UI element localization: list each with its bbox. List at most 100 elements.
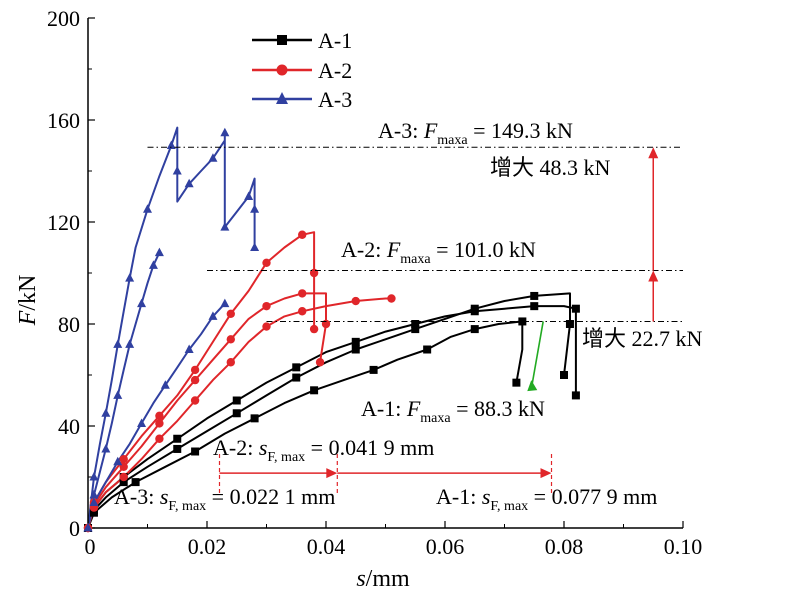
point-a-1 — [250, 414, 259, 423]
y-tick-label: 0 — [69, 516, 80, 541]
legend: A-1 A-2 A-3 — [252, 28, 352, 112]
point-a-3 — [244, 191, 254, 200]
point-a-3 — [89, 497, 99, 506]
point-a-3 — [160, 380, 170, 389]
point-a-2 — [298, 289, 307, 298]
y-tick-label: 80 — [58, 312, 80, 337]
failure-arrowhead — [527, 380, 538, 392]
increase-arrowhead-top — [648, 147, 659, 159]
series-line-a-2 — [87, 292, 327, 529]
annotation-a1-s: A-1: sF, max = 0.077 9 mm — [436, 484, 657, 514]
point-a-1 — [530, 302, 539, 311]
y-axis-label: F/kN — [15, 275, 41, 327]
point-a-3 — [148, 260, 158, 269]
point-a-1 — [191, 447, 200, 456]
point-a-1 — [89, 508, 98, 517]
series-line-a-1 — [87, 305, 577, 529]
point-a-3 — [166, 140, 176, 149]
point-a-1 — [530, 291, 539, 300]
point-a-2 — [190, 375, 200, 385]
point-a-1 — [565, 320, 574, 328]
point-a-1 — [470, 325, 479, 334]
annotation-a1-fmax: A-1: Fmaxa = 88.3 kN — [361, 396, 545, 426]
point-a-1 — [369, 365, 378, 374]
point-a-2 — [155, 434, 164, 443]
point-a-3 — [143, 204, 152, 213]
point-a-3 — [113, 339, 123, 348]
shift-arrowhead-a1 — [540, 468, 552, 479]
point-a-1 — [351, 345, 360, 354]
y-tick-label: 200 — [47, 6, 80, 31]
annotation-a3-s: A-3: sF, max = 0.022 1 mm — [114, 484, 335, 514]
point-a-3 — [113, 390, 123, 399]
series-line-a-3 — [87, 302, 226, 529]
point-a-3 — [137, 418, 147, 427]
point-a-1 — [411, 320, 420, 328]
point-a-3 — [101, 443, 111, 453]
point-a-3 — [220, 127, 230, 137]
point-a-2 — [155, 419, 164, 428]
y-tick-label: 120 — [47, 210, 80, 235]
point-a-3 — [125, 273, 135, 282]
point-a-2 — [190, 365, 200, 375]
point-a-2 — [298, 230, 307, 239]
point-a-1 — [571, 304, 580, 313]
svg-text:A-3: A-3 — [318, 87, 352, 112]
point-a-2 — [262, 322, 271, 331]
point-a-2 — [226, 309, 235, 318]
failure-arrow — [530, 321, 544, 390]
point-a-2 — [315, 358, 325, 367]
point-a-3 — [89, 472, 99, 481]
point-a-3 — [125, 339, 135, 348]
plot-area — [87, 126, 577, 529]
x-axis-label: s/mm — [356, 566, 410, 592]
point-a-3 — [89, 489, 99, 499]
point-a-1 — [411, 325, 420, 334]
point-a-1 — [470, 304, 479, 313]
svg-text:A-1: A-1 — [318, 28, 352, 53]
annotation-arrows — [218, 147, 659, 495]
point-a-1 — [232, 409, 241, 418]
point-a-1 — [351, 337, 360, 346]
svg-text:A-2: A-2 — [318, 58, 352, 83]
point-a-3 — [172, 166, 182, 175]
annotation-increase-top: 增大 48.3 kN — [490, 155, 611, 180]
point-a-1 — [518, 317, 527, 326]
point-a-3 — [154, 247, 164, 257]
legend-item-a1: A-1 — [252, 28, 352, 53]
point-a-3 — [113, 456, 123, 466]
point-a-1 — [292, 363, 301, 372]
point-a-3 — [250, 204, 260, 213]
point-a-1 — [560, 371, 568, 379]
point-a-3 — [83, 523, 93, 532]
series-line-a-3 — [87, 252, 161, 529]
x-tick-label: 0 — [85, 534, 96, 559]
point-a-2 — [119, 454, 128, 464]
point-a-3 — [220, 298, 230, 308]
annotation-increase-bottom: 增大 22.7 kN — [582, 326, 703, 351]
point-a-2 — [387, 294, 396, 303]
point-a-2 — [190, 396, 200, 405]
shift-arrowhead-a2 — [326, 468, 338, 479]
point-a-1 — [119, 478, 128, 487]
series-line-a-1 — [87, 292, 571, 529]
x-tick-label: 0.08 — [545, 534, 584, 559]
point-a-3 — [208, 153, 218, 162]
point-a-1 — [232, 396, 241, 405]
annotation-a2-fmax: A-2: Fmaxa = 101.0 kN — [341, 237, 536, 267]
legend-item-a3: A-3 — [252, 87, 352, 112]
y-tick-label: 40 — [58, 414, 80, 439]
point-a-2 — [155, 411, 164, 420]
point-a-1 — [571, 391, 580, 400]
point-a-3 — [137, 298, 147, 308]
point-a-3 — [184, 178, 194, 188]
legend-item-a2: A-2 — [252, 58, 352, 83]
annotation-a2-s: A-2: sF, max = 0.041 9 mm — [213, 435, 434, 465]
point-a-2 — [351, 296, 360, 306]
increase-arrowhead-bottom — [648, 270, 659, 282]
data-marks — [83, 127, 580, 533]
point-a-2 — [309, 324, 319, 334]
point-a-2 — [119, 472, 128, 482]
point-a-2 — [262, 258, 271, 267]
